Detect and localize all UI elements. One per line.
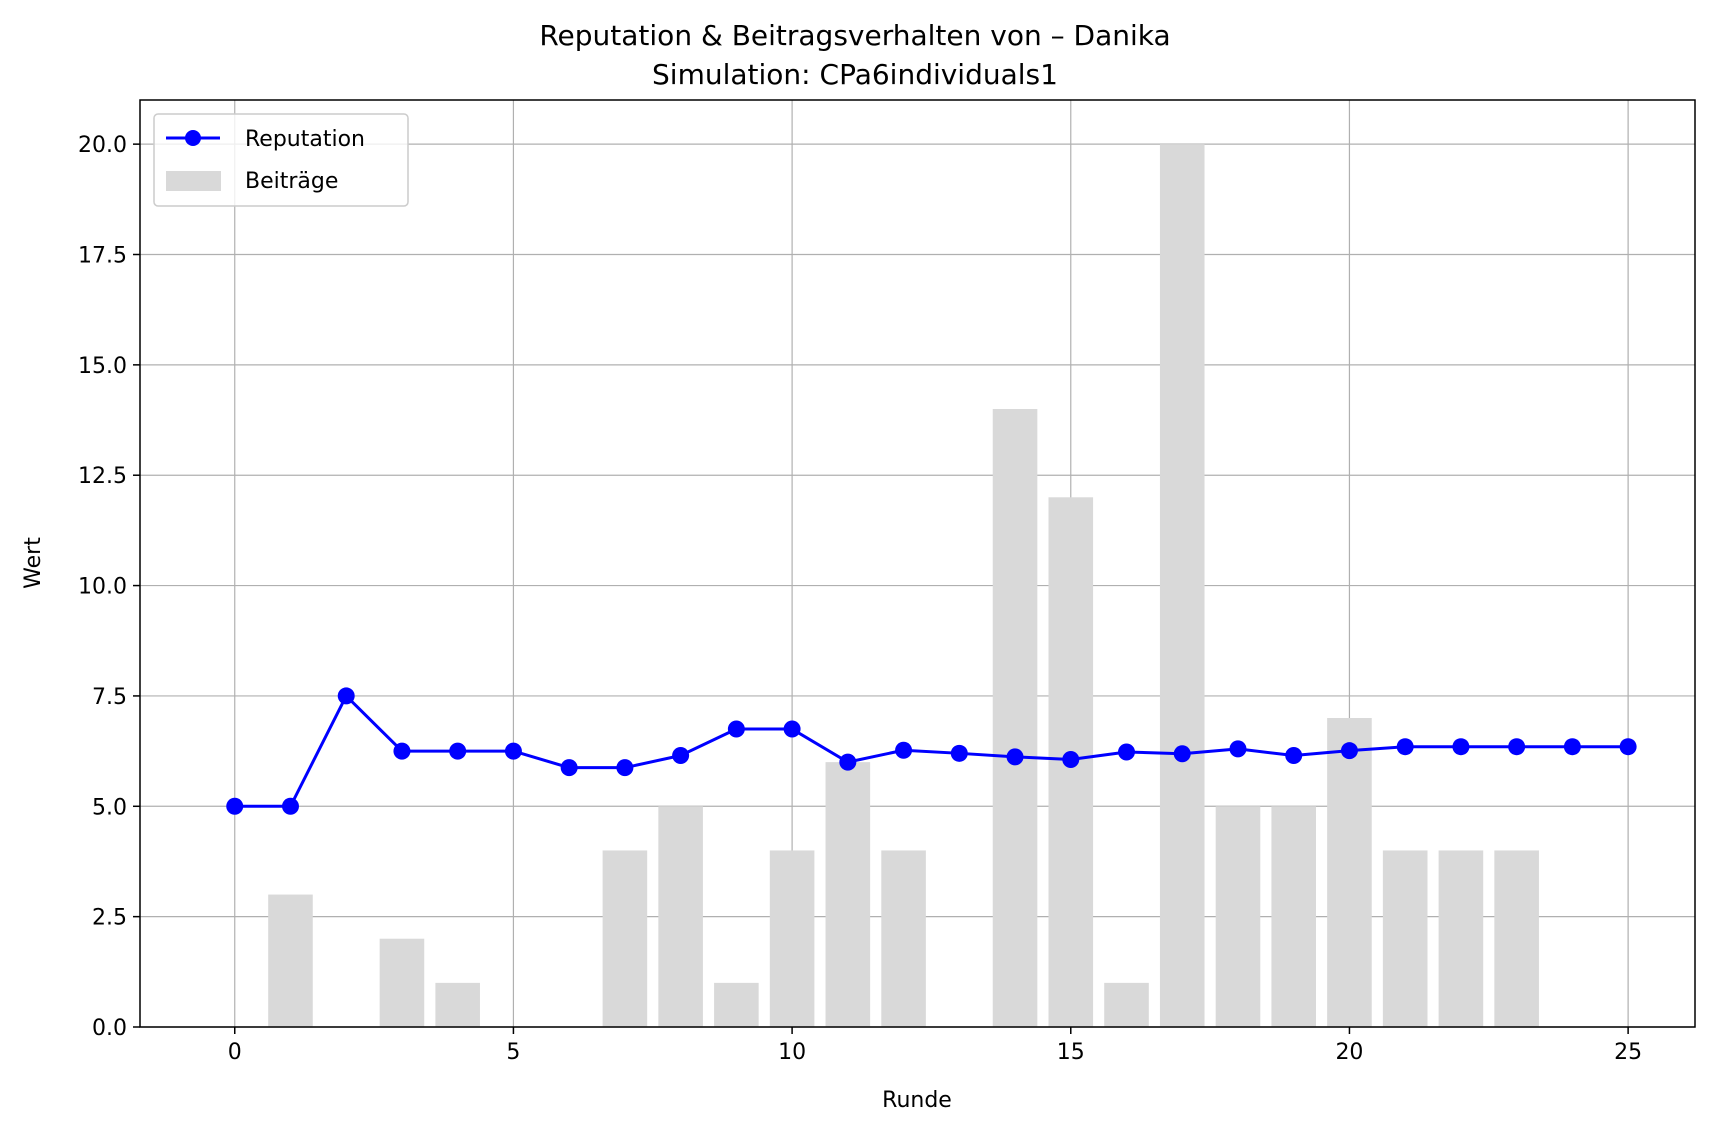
bar-beitraege <box>602 850 648 1027</box>
axis-ticks: 0 5 10 15 20 25 0.0 2.5 5.0 7.5 10.0 12.5 15.0 17.5 20… <box>78 133 1642 1065</box>
bar-beitraege <box>1382 850 1428 1027</box>
reputation-point <box>226 797 244 815</box>
reputation-point <box>449 742 467 760</box>
y-tick-label: 0.0 <box>92 1016 127 1041</box>
reputation-point <box>504 742 522 760</box>
reputation-point <box>1006 748 1024 766</box>
bar-beitraege <box>1327 718 1372 1027</box>
bar-beitraege <box>992 409 1038 1027</box>
bar-beitraege <box>379 938 425 1027</box>
reputation-point <box>281 797 299 815</box>
x-axis-label: Runde <box>882 1088 952 1113</box>
legend: Reputation Beiträge <box>153 113 409 207</box>
bar-beitraege <box>268 894 313 1027</box>
y-tick-label: 7.5 <box>92 685 127 710</box>
x-tick-label: 15 <box>1057 1040 1085 1065</box>
x-tick-label: 0 <box>228 1040 242 1065</box>
bars <box>268 144 1539 1028</box>
y-tick-label: 20.0 <box>78 133 127 158</box>
y-tick-label: 5.0 <box>92 795 127 820</box>
bar-beitraege <box>1159 144 1205 1028</box>
reputation-point <box>560 759 578 777</box>
bar-beitraege <box>658 806 703 1027</box>
reputation-point <box>1508 738 1526 756</box>
reputation-point <box>1396 738 1414 756</box>
y-tick-label: 17.5 <box>78 244 127 269</box>
reputation-point <box>839 753 857 771</box>
legend-beitraege-label: Beiträge <box>245 169 338 194</box>
reputation-point <box>950 744 968 762</box>
legend-beitraege-patch <box>166 171 221 191</box>
reputation-point <box>783 720 801 738</box>
reputation-point <box>1340 742 1358 760</box>
chart-title: Reputation & Beitragsverhalten von – Dan… <box>539 19 1170 52</box>
reputation-line-group <box>226 687 1637 815</box>
reputation-point <box>1452 738 1470 756</box>
bar-beitraege <box>1215 806 1261 1027</box>
bar-beitraege <box>825 762 871 1027</box>
reputation-point <box>616 759 634 777</box>
reputation-point <box>337 687 355 705</box>
y-tick-label: 12.5 <box>78 464 127 489</box>
bar-beitraege <box>714 982 759 1027</box>
bar-beitraege <box>881 850 926 1027</box>
x-tick-label: 10 <box>778 1040 806 1065</box>
plot-area-frame <box>139 99 1696 1028</box>
legend-reputation-label: Reputation <box>245 127 365 152</box>
reputation-point <box>672 747 690 765</box>
reputation-point <box>1229 740 1247 758</box>
reputation-point <box>1285 747 1303 765</box>
legend-reputation-marker <box>185 130 201 146</box>
x-tick-label: 5 <box>506 1040 520 1065</box>
reputation-point <box>727 720 745 738</box>
y-tick-label: 2.5 <box>92 906 127 931</box>
y-tick-label: 10.0 <box>78 575 127 600</box>
y-tick-label: 15.0 <box>78 354 127 379</box>
x-tick-label: 20 <box>1335 1040 1363 1065</box>
y-axis-label: Wert <box>21 537 46 589</box>
chart-subtitle: Simulation: CPa6individuals1 <box>652 58 1058 91</box>
reputation-point <box>393 742 411 760</box>
bar-beitraege <box>1104 982 1149 1027</box>
reputation-point <box>1062 750 1080 768</box>
bar-beitraege <box>769 850 815 1027</box>
bar-beitraege <box>1494 850 1539 1027</box>
reputation-point <box>1118 743 1136 761</box>
bar-beitraege <box>1438 850 1484 1027</box>
bar-beitraege <box>1271 806 1317 1027</box>
reputation-point <box>1619 738 1637 756</box>
bar-beitraege <box>435 982 480 1027</box>
grid <box>140 100 1695 1028</box>
reputation-point <box>895 741 913 759</box>
reputation-point <box>1173 745 1191 763</box>
reputation-line <box>234 694 1629 808</box>
x-tick-label: 25 <box>1614 1040 1642 1065</box>
reputation-point <box>1563 738 1581 756</box>
